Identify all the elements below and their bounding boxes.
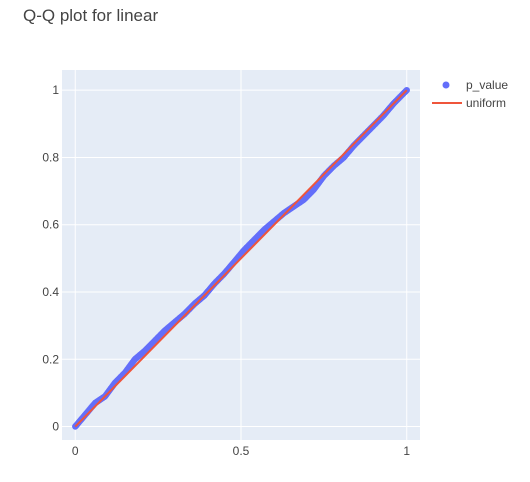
y-tick-label: 0.8 (42, 150, 59, 164)
y-tick-label: 0.6 (42, 218, 59, 232)
chart-title: Q-Q plot for linear (23, 6, 158, 25)
y-tick-label: 1 (52, 83, 59, 97)
x-tick-labels: 0 0.5 1 (72, 444, 410, 458)
y-tick-labels: 0 0.2 0.4 0.6 0.8 1 (42, 83, 59, 433)
x-tick-label: 0.5 (233, 444, 250, 458)
y-tick-label: 0.4 (42, 285, 59, 299)
x-tick-label: 1 (403, 444, 410, 458)
legend-marker-p-value (442, 81, 450, 89)
y-gridlines (62, 89, 420, 428)
y-tick-label: 0.2 (42, 352, 59, 366)
plot-series (72, 86, 410, 430)
legend-label-uniform: uniform (466, 96, 506, 110)
legend-label-p-value: p_value (466, 78, 508, 92)
uniform-line (74, 89, 408, 428)
y-tick-label: 0 (52, 420, 59, 434)
legend[interactable]: p_value uniform (432, 78, 508, 110)
x-tick-label: 0 (72, 444, 79, 458)
